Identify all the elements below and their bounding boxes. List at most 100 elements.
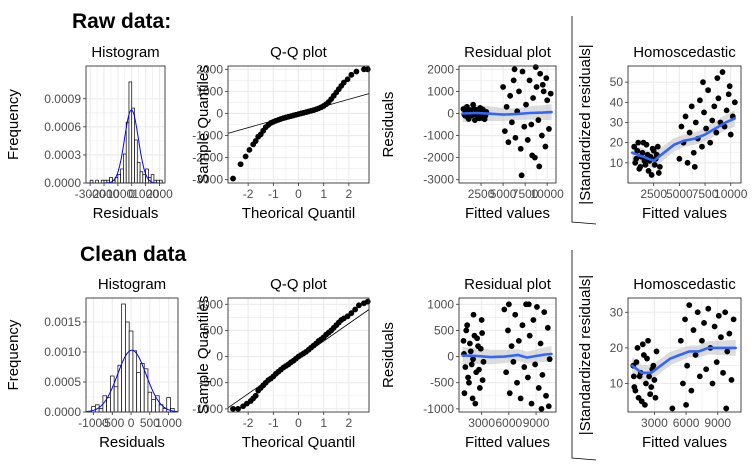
data-point [537,70,544,77]
data-point [517,395,524,402]
data-point [692,119,699,126]
y-tick-label: 0.0003 [44,148,81,162]
data-point [472,400,479,407]
data-point [651,161,658,168]
data-point [470,356,476,363]
data-point [705,87,712,94]
histogram-bar [131,107,135,184]
y-tick-label: 0 [447,350,454,364]
data-point [653,348,660,355]
smooth-line [461,352,553,359]
data-point [519,322,526,329]
data-point [652,394,659,401]
data-point [230,405,236,412]
y-tick-label: 0.0000 [44,176,81,190]
data-point [634,147,641,154]
x-tick-label: -2 [243,187,254,201]
y-tick-label: 30 [610,115,624,129]
data-point [465,374,471,381]
data-point [505,139,512,146]
x-tick-label: -1000 [103,187,134,201]
data-point [538,132,545,139]
y-axis-label: Frequency [5,319,22,390]
data-point [651,377,658,383]
x-tick-label: -1 [268,187,279,201]
panel-title: Residual plot [464,44,552,61]
y-tick-label: 20 [610,136,624,150]
data-point [547,90,554,97]
data-point [719,69,726,75]
data-point [546,356,553,363]
data-point [645,167,652,174]
data-point [511,66,518,73]
data-point [645,337,651,344]
data-point [503,103,510,110]
x-tick-label: 1000 [155,416,182,430]
x-tick-label: -1 [268,416,279,430]
data-point [344,76,351,83]
density-curve [86,349,179,413]
panel-border [85,297,179,413]
x-axis-label: Residuals [93,205,159,222]
panel-border [458,65,557,184]
y-tick-label: -1000 [192,129,223,143]
data-point [526,77,533,84]
x-tick-label: 5000 [666,187,693,201]
histogram-bar [139,171,144,184]
y-tick-label: -2000 [192,151,223,165]
data-point [460,337,467,344]
panel-title: Homoscedastic [633,44,736,61]
data-point [526,332,533,339]
y-tick-label: 1000 [427,297,454,311]
data-point [528,400,535,407]
y-tick-label: 30 [610,305,624,319]
y-tick-label: -500 [199,376,223,390]
data-point [682,113,689,120]
y-tick-label: 0 [216,106,223,120]
data-point [348,71,355,78]
data-point [529,152,536,159]
x-tick-label: -3000 [75,187,106,201]
data-point [530,317,537,323]
x-tick-label: 9000 [704,416,731,430]
data-point [353,68,360,75]
data-point [648,384,655,390]
histogram-bar [120,168,124,184]
x-axis-label: Fitted values [642,434,727,451]
data-point [711,323,718,330]
data-point [725,91,732,98]
data-point [521,364,528,370]
y-tick-label: 40 [610,95,624,109]
data-point [684,159,691,166]
data-point [544,324,551,331]
data-point [730,316,737,323]
data-point [532,64,539,71]
data-point [714,75,721,82]
data-point [648,172,655,178]
data-point [481,116,488,123]
panels: 0.00000.00030.00060.0009-3000-2000-10000… [5,44,748,451]
panel-border [85,65,166,184]
x-tick-label: 2000 [146,187,173,201]
x-axis-label: Fitted values [465,205,550,222]
data-point [643,380,649,387]
x-axis-label: Residuals [99,434,165,451]
histogram-bar [140,363,145,413]
y-tick-label: -500 [430,376,454,390]
y-tick-label: 0.0015 [44,315,81,329]
x-tick-label: 6000 [673,416,700,430]
data-point [532,361,539,368]
x-tick-label: 0 [295,187,302,201]
data-point [348,310,355,317]
panel-1-3: 10 20 30 3000 6000 9000 Homoscedastic Fitted va… [577,275,742,451]
x-tick-label: -2000 [89,187,120,201]
data-point [500,84,506,90]
data-point [726,330,733,337]
data-point [644,151,651,158]
data-point [711,103,718,110]
data-point [635,139,642,146]
data-point [633,359,640,366]
data-point [463,327,470,334]
data-point [469,395,476,402]
